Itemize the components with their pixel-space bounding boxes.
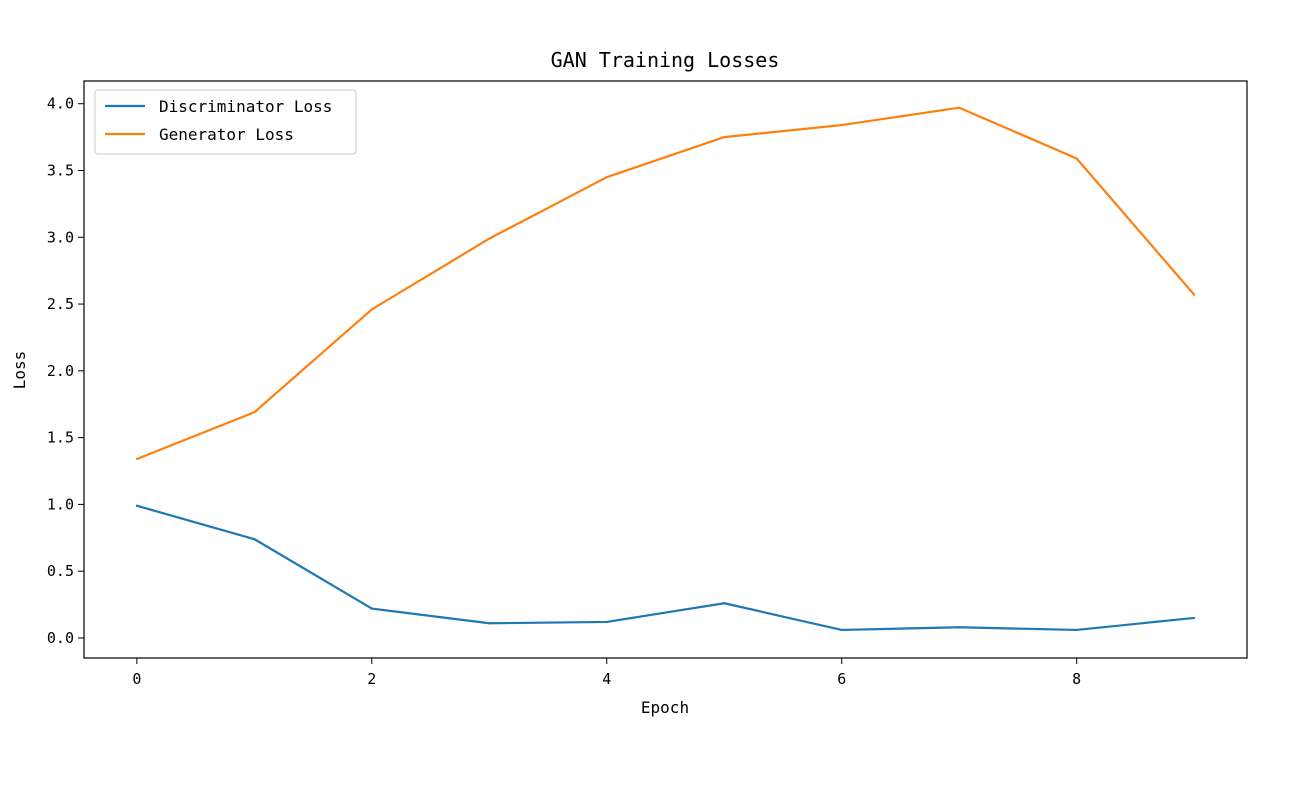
y-tick-label: 2.0 [47,362,74,380]
data-point-discriminator-loss [1193,616,1196,620]
x-axis-ticks: 0 2 4 6 8 [132,658,1081,688]
y-tick-label: 0.5 [47,562,74,580]
y-tick-label: 4.0 [47,95,74,113]
plot-lines [135,106,1196,632]
y-axis-label: Loss [10,351,29,390]
data-point-discriminator-loss [135,504,138,507]
data-point-discriminator-loss [370,607,373,610]
series-line-generator-loss [136,106,1195,461]
data-point-generator-loss [135,457,138,461]
x-tick-label: 6 [837,670,846,688]
data-point-generator-loss [958,106,961,109]
series-line-discriminator-loss [136,504,1195,632]
y-tick-label: 1.5 [47,429,74,447]
chart-title: GAN Training Losses [551,48,780,72]
data-point-discriminator-loss [723,602,726,605]
legend-label-discriminator-loss: Discriminator Loss [159,97,332,116]
data-point-discriminator-loss [840,628,843,632]
legend: Discriminator Loss Generator Loss [94,89,357,155]
x-tick-label: 4 [602,670,611,688]
data-point-generator-loss [840,123,843,127]
x-tick-label: 2 [367,670,376,688]
data-point-generator-loss [1075,157,1078,160]
y-tick-label: 3.5 [47,161,74,179]
data-point-generator-loss [605,176,608,179]
plot-frame [83,80,1248,659]
x-tick-label: 0 [132,670,141,688]
y-tick-label: 2.5 [47,295,74,313]
x-axis-label: Epoch [641,698,689,717]
legend-box [94,89,357,155]
data-point-discriminator-loss [488,622,491,625]
data-point-discriminator-loss [605,620,608,624]
data-point-generator-loss [253,411,256,414]
data-point-generator-loss [488,237,491,240]
data-point-generator-loss [370,308,373,311]
y-tick-label: 3.0 [47,228,74,246]
y-tick-label: 0.0 [47,629,74,647]
y-tick-label: 1.0 [47,495,74,513]
data-point-generator-loss [1193,293,1196,296]
legend-label-generator-loss: Generator Loss [159,125,294,144]
data-point-discriminator-loss [958,626,961,629]
data-point-discriminator-loss [1075,628,1078,632]
data-point-discriminator-loss [253,538,256,541]
x-tick-label: 8 [1072,670,1081,688]
y-axis-ticks: 0.0 0.5 1.0 1.5 2.0 2.5 3.0 3.5 4.0 [47,95,84,647]
data-point-generator-loss [723,136,726,139]
